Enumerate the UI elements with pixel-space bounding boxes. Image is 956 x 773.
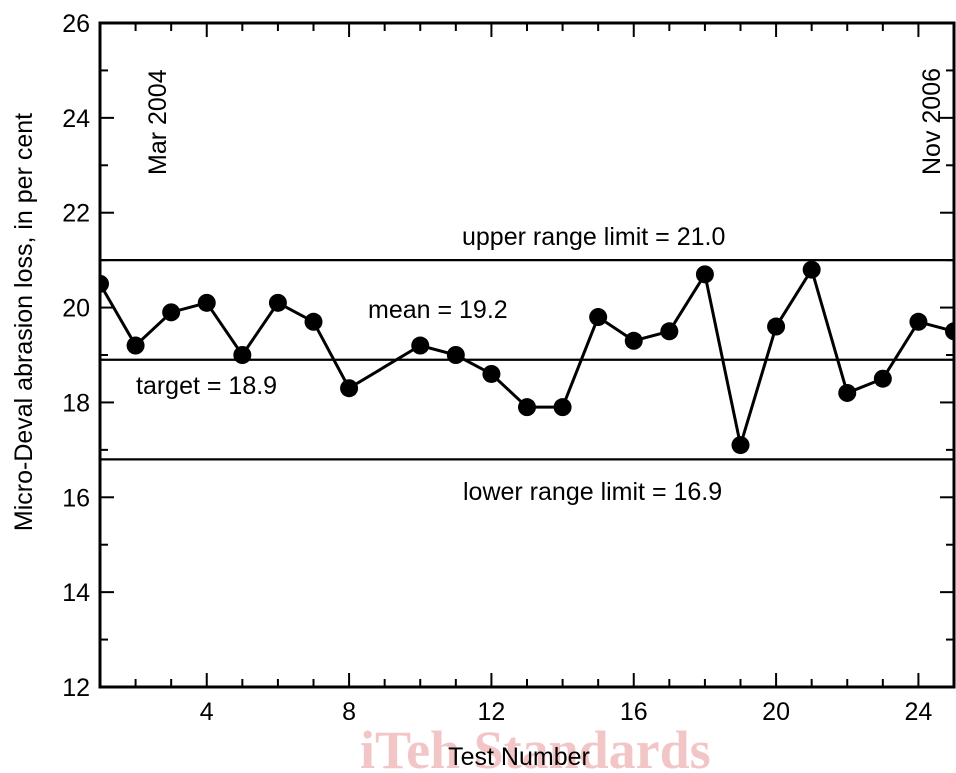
y-tick-label: 18: [62, 389, 90, 417]
data-point: [695, 265, 714, 284]
data-point: [233, 346, 252, 364]
y-axis-title: Micro-Deval abrasion loss, in per cent: [10, 113, 38, 531]
plot-frame: [98, 21, 956, 689]
data-point: [838, 383, 857, 402]
annotation-start-date: Mar 2004: [144, 69, 172, 175]
data-point: [126, 336, 145, 355]
data-point: [100, 274, 109, 293]
reference-lines: [100, 259, 954, 461]
data-point: [518, 398, 536, 417]
data-point: [304, 312, 323, 331]
data-point: [660, 322, 679, 341]
series-group: [100, 260, 954, 455]
x-axis-title: Test Number: [448, 743, 590, 771]
x-tick-label: 16: [620, 698, 648, 726]
annotation-end-date: Nov 2006: [918, 68, 946, 175]
data-point: [767, 317, 786, 336]
data-point: [482, 364, 501, 383]
data-point: [624, 331, 643, 350]
y-tick-label: 20: [62, 295, 90, 323]
data-point: [197, 293, 216, 312]
data-point: [268, 293, 287, 312]
x-tick-label: 20: [762, 698, 790, 726]
annotation-upper-limit: upper range limit = 21.0: [462, 223, 725, 251]
y-tick-label: 14: [62, 579, 90, 607]
x-tick-label: 8: [342, 698, 356, 726]
data-point: [802, 260, 821, 279]
annotation-target: target = 18.9: [136, 372, 277, 400]
data-point: [945, 322, 954, 341]
y-tick-label: 22: [62, 200, 90, 228]
x-tick-label: 24: [905, 698, 933, 726]
y-tick-label: 24: [62, 105, 90, 133]
y-tick-label: 12: [62, 674, 90, 702]
tick-labels: 4 8 12 16 20 24 12 14 16 18 20 22 24 26: [62, 10, 932, 726]
data-point: [446, 346, 465, 364]
data-point: [340, 379, 359, 398]
data-point: [731, 436, 750, 455]
y-tick-label: 26: [62, 10, 90, 38]
x-tick-label: 12: [478, 698, 506, 726]
axis-ticks: [99, 22, 955, 688]
y-tick-label: 16: [62, 484, 90, 512]
data-point: [411, 336, 430, 355]
data-point: [553, 398, 572, 417]
data-point: [589, 308, 608, 327]
watermark: iTeh Standards: [360, 720, 711, 773]
x-tick-label: 4: [200, 698, 214, 726]
annotation-mean: mean = 19.2: [368, 296, 508, 324]
data-point: [909, 312, 928, 331]
data-point: [162, 303, 181, 322]
series-line: [100, 265, 954, 446]
series: [100, 260, 954, 455]
annotation-lower-limit: lower range limit = 16.9: [463, 478, 722, 506]
data-point: [873, 369, 892, 388]
